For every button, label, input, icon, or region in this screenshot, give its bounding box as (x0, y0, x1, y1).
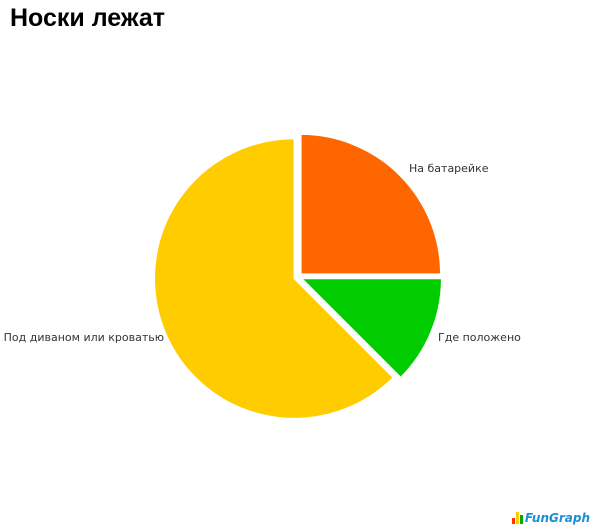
pie-slices (153, 133, 443, 420)
pie-labels: На батарейке Под диваном или кроватью Где … (4, 162, 521, 344)
slice-label: Где положено (438, 331, 521, 344)
chart-title: Носки лежат (10, 4, 166, 32)
pie-slice (153, 137, 395, 420)
pie-slice (299, 277, 443, 379)
pie-slice (300, 133, 442, 275)
slice-label: Под диваном или кроватью (4, 331, 164, 344)
slice-label: На батарейке (409, 162, 489, 175)
logo-bars-icon (511, 512, 523, 524)
logo-text: FunGraph (524, 511, 590, 525)
fungraph-logo: FunGraph (511, 511, 590, 525)
